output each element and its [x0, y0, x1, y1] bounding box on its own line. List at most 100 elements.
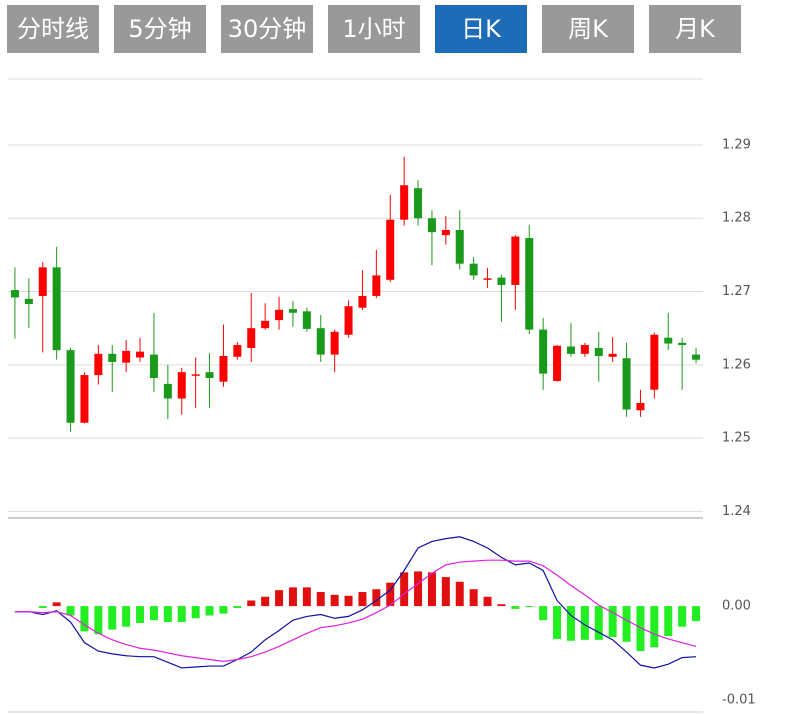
macd-bar	[233, 606, 242, 608]
macd-bar	[664, 606, 673, 637]
candle-body	[233, 345, 242, 357]
candle-body	[52, 267, 61, 351]
macd-bar	[38, 606, 47, 608]
macd-bar	[66, 606, 75, 616]
tab[interactable]: 分时线	[7, 5, 99, 53]
macd-line	[14, 559, 697, 662]
candle-body	[594, 347, 603, 357]
macd-bar	[358, 592, 367, 607]
candle-body	[372, 275, 381, 296]
candle-body	[66, 350, 75, 423]
macd-bar	[177, 606, 186, 623]
macd-bar	[427, 572, 436, 607]
candle-body	[24, 298, 33, 304]
candle-body	[80, 375, 89, 423]
macd-bar	[497, 604, 506, 607]
macd-bar	[580, 606, 589, 640]
candle-body	[108, 353, 117, 362]
candle-body	[414, 188, 423, 219]
candle-body	[497, 277, 506, 285]
y-tick-label: 1.29	[722, 137, 751, 152]
candle-body	[525, 238, 534, 330]
candle-body	[261, 320, 270, 329]
candle-body	[177, 372, 186, 399]
macd-bar	[261, 596, 270, 607]
macd-bar	[288, 587, 297, 607]
candle-body	[344, 306, 353, 335]
candle-body	[469, 263, 478, 276]
macd-bar	[400, 572, 409, 607]
tab[interactable]: 月K	[649, 5, 741, 53]
macd-bar	[636, 606, 645, 652]
y-tick-label: 1.24	[722, 504, 751, 519]
macd-bar	[108, 606, 117, 630]
candle-body	[483, 278, 492, 280]
macd-bar	[275, 590, 284, 607]
macd-bar	[539, 606, 548, 621]
macd-bar	[622, 606, 631, 642]
candle-body	[650, 334, 659, 390]
y-tick-label: -0.01	[722, 692, 756, 707]
macd-bar	[525, 606, 534, 608]
macd-bar	[219, 606, 228, 614]
candle-body	[400, 185, 409, 220]
candle-body	[288, 309, 297, 313]
macd-bar	[553, 606, 562, 639]
candle-body	[511, 236, 520, 285]
macd-bar	[594, 606, 603, 640]
candle-body	[441, 229, 450, 236]
y-tick-label: 1.25	[722, 431, 751, 446]
candle-body	[38, 267, 47, 296]
candle-body	[553, 345, 562, 381]
macd-bar	[469, 589, 478, 607]
candle-body	[10, 290, 19, 298]
candle-body	[219, 356, 228, 382]
candle-body	[149, 354, 158, 379]
tab[interactable]: 1小时	[328, 5, 420, 53]
macd-bar	[330, 594, 339, 607]
y-tick-label: 0.00	[722, 599, 751, 614]
candle-body	[580, 345, 589, 354]
macd-bar	[511, 606, 520, 609]
macd-bar	[678, 606, 687, 627]
candle-body	[247, 328, 256, 348]
macd-bar	[441, 577, 450, 607]
macd-bar	[316, 592, 325, 607]
tab[interactable]: 日K	[435, 5, 527, 53]
y-tick-label: 1.27	[722, 284, 751, 299]
tab[interactable]: 30分钟	[221, 5, 313, 53]
tab[interactable]: 周K	[542, 5, 634, 53]
macd-bar	[52, 602, 61, 607]
candle-body	[302, 311, 311, 329]
candle-body	[539, 329, 548, 374]
macd-line	[14, 536, 697, 669]
macd-bar	[80, 606, 89, 632]
candle-body	[94, 353, 103, 376]
macd-bar	[608, 606, 617, 638]
macd-bar	[247, 600, 256, 607]
macd-bar	[386, 582, 395, 607]
candle-body	[636, 402, 645, 411]
candle-body	[692, 354, 701, 360]
macd-bar	[692, 606, 701, 622]
candle-body	[275, 309, 284, 321]
macd-bar	[302, 587, 311, 607]
tab-bar: 分时线 5分钟 30分钟 1小时 日K 周K 月K	[0, 0, 793, 60]
candle-body	[427, 218, 436, 233]
candle-body	[455, 229, 464, 264]
candle-body	[136, 351, 145, 358]
candle-body	[191, 374, 200, 376]
macd-bar	[191, 606, 200, 619]
macd-bar	[372, 589, 381, 607]
tab[interactable]: 5分钟	[114, 5, 206, 53]
macd-bar	[163, 606, 172, 623]
candle-body	[316, 328, 325, 355]
candle-body	[386, 219, 395, 280]
candle-body	[678, 342, 687, 346]
macd-bar	[650, 606, 659, 648]
macd-bar	[455, 581, 464, 607]
candle-body	[163, 383, 172, 399]
macd-bar	[205, 606, 214, 616]
